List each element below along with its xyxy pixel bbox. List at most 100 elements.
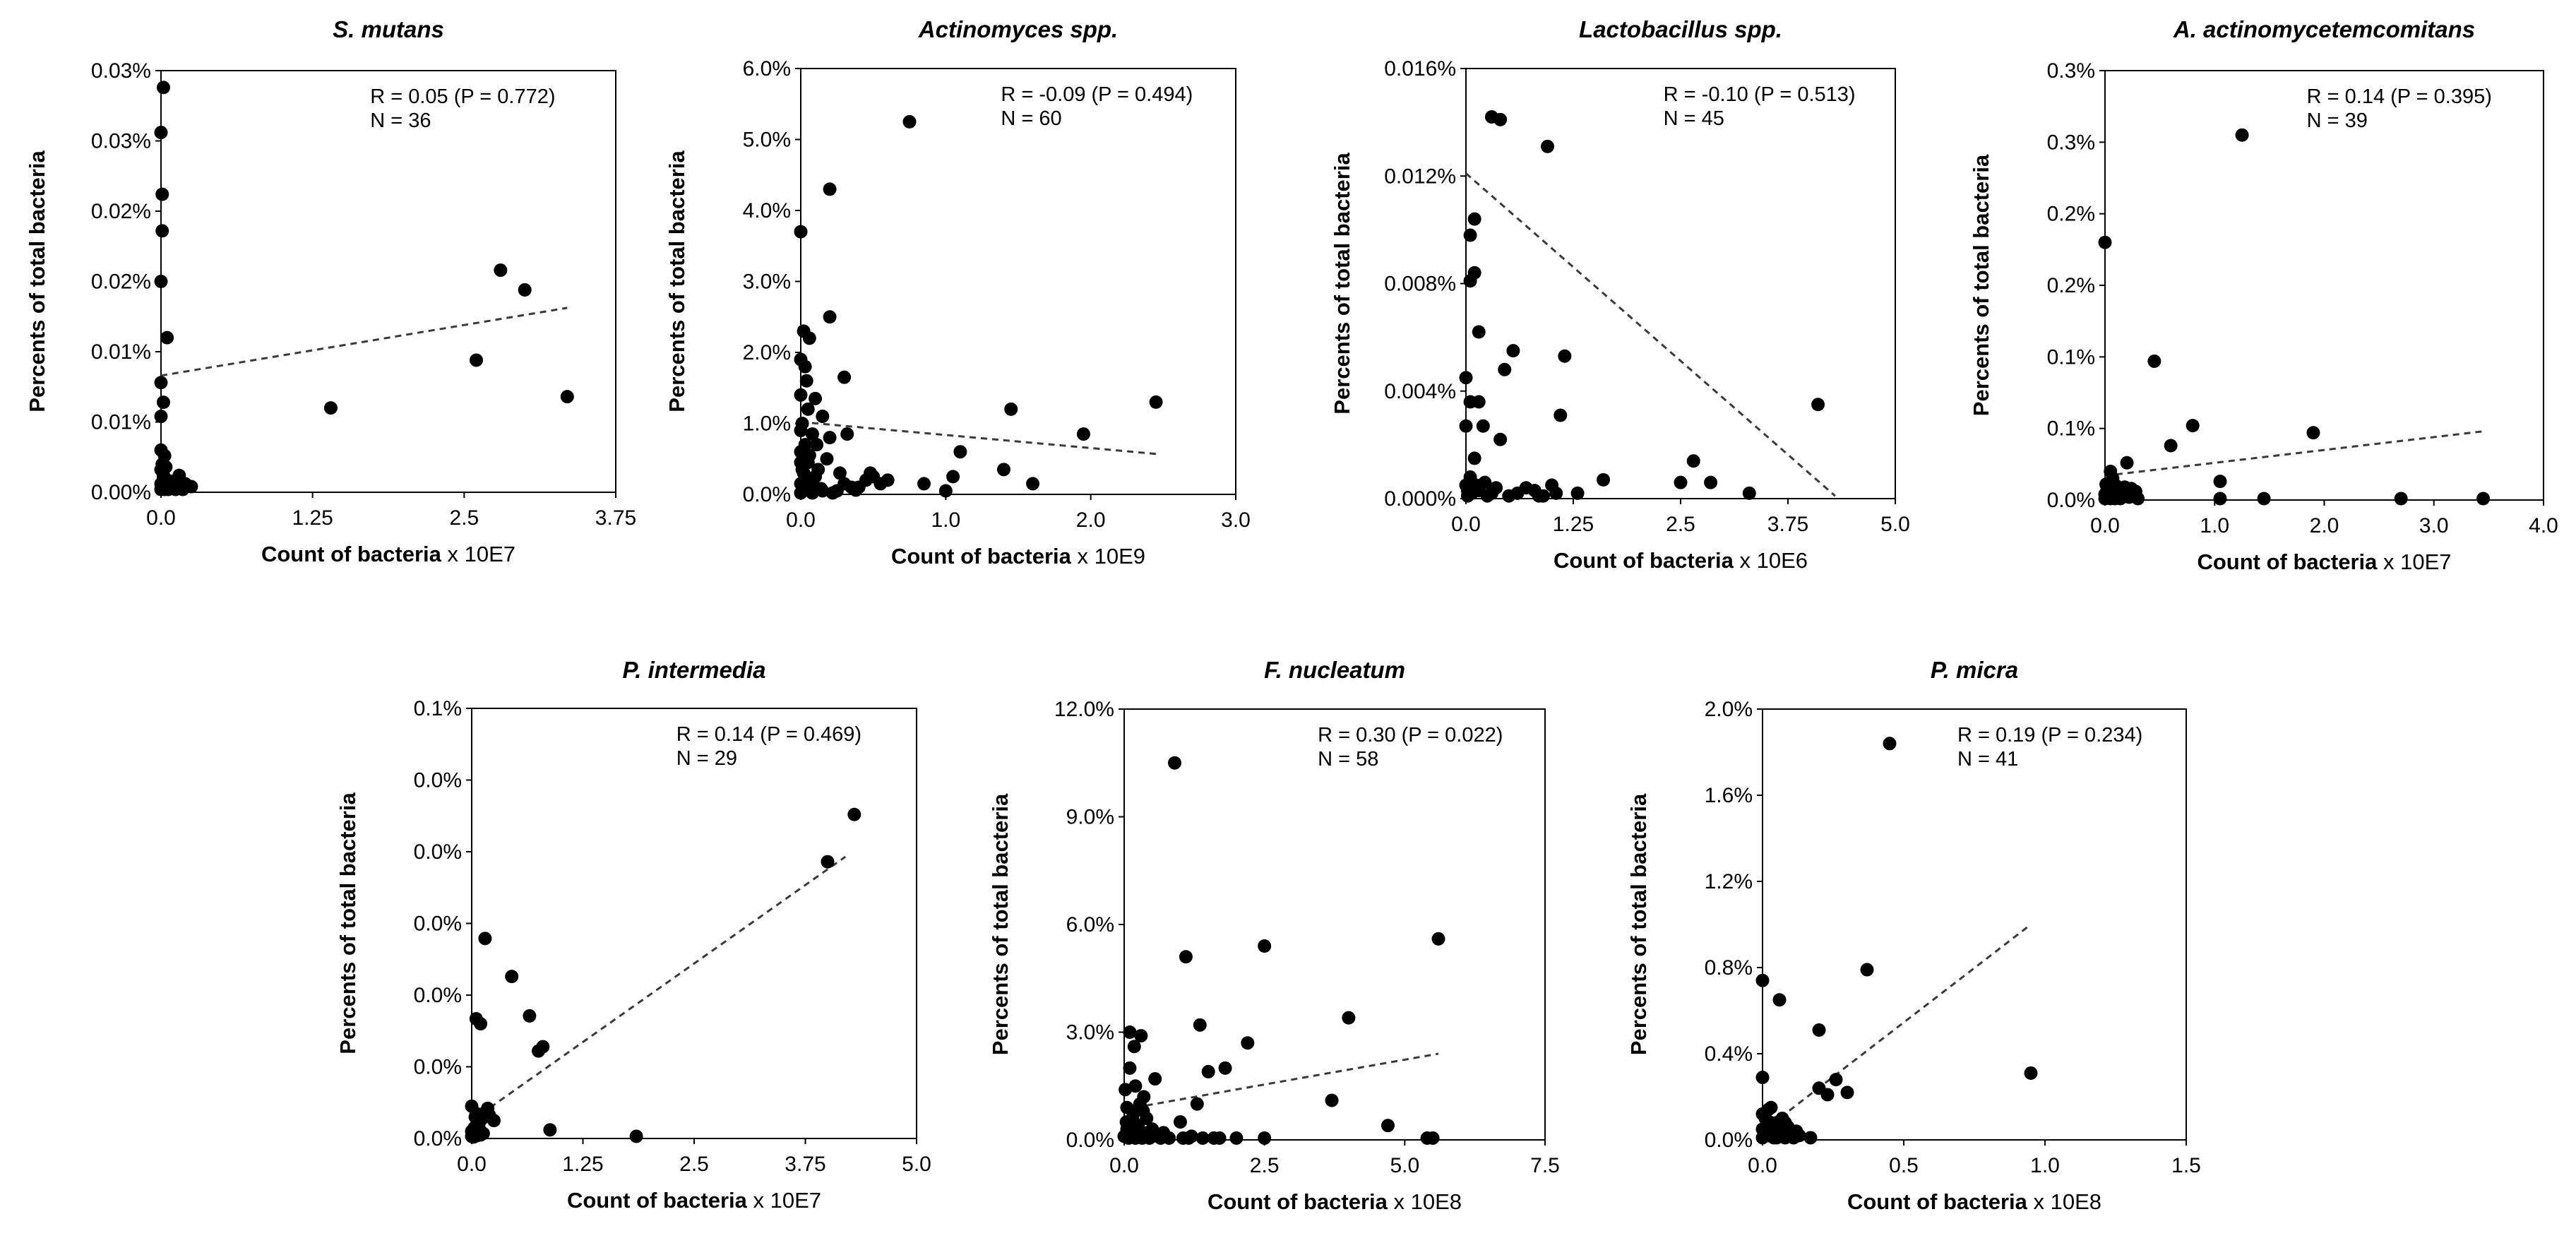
y-tick-label: 0.4% <box>1705 1042 1753 1066</box>
data-point <box>2394 492 2408 506</box>
data-point <box>1883 737 1897 751</box>
plot-frame <box>2104 70 2544 501</box>
y-tick-label: 0.01% <box>91 340 151 364</box>
data-point <box>1119 1115 1133 1129</box>
y-tick-label: 2.0% <box>743 341 791 364</box>
x-tick-label: 1.25 <box>1553 513 1594 536</box>
data-point <box>1493 432 1508 446</box>
chart-panel-6: F. nucleatum 0.0% 3.0% 6.0% 9.0% 12.0% 0.0 2.5 5… <box>988 657 1560 1214</box>
data-point <box>1241 1036 1255 1050</box>
data-point <box>474 1017 488 1031</box>
data-point <box>802 331 816 345</box>
y-tick-label: 0.3% <box>2047 59 2095 83</box>
correlation-stat: R = 0.14 (P = 0.469) <box>676 723 861 746</box>
data-point <box>1755 1071 1770 1085</box>
data-point <box>1764 1100 1778 1114</box>
data-point <box>1803 1131 1818 1145</box>
plot-frame <box>1123 708 1546 1141</box>
y-tick-label: 3.0% <box>743 270 791 294</box>
x-axis-label-text: Count of bacteria <box>2197 549 2378 574</box>
y-tick-label: 4.0% <box>743 199 791 222</box>
data-point <box>821 855 835 869</box>
x-axis-label: Count of bacteria x 10E7 <box>2197 549 2451 574</box>
data-point <box>1179 950 1193 964</box>
data-point <box>1570 486 1585 500</box>
data-point <box>1755 973 1770 987</box>
data-point <box>1498 362 1512 376</box>
trend-line <box>1465 172 1836 497</box>
data-point <box>1597 472 1611 487</box>
y-tick-label: 9.0% <box>1066 806 1114 829</box>
data-point <box>560 390 574 404</box>
sample-size: N = 45 <box>1664 107 1724 130</box>
data-point <box>794 486 808 500</box>
sample-size: N = 39 <box>2307 109 2368 132</box>
correlation-stat: R = 0.30 (P = 0.022) <box>1318 724 1503 747</box>
data-point <box>154 443 168 457</box>
y-axis-label: Percents of total bacteria <box>1969 154 1993 416</box>
data-point <box>825 486 840 500</box>
y-axis-label: Percents of total bacteria <box>25 150 49 412</box>
data-point <box>629 1129 643 1143</box>
data-point <box>1554 408 1568 422</box>
data-point <box>154 126 168 140</box>
x-axis-label: Count of bacteria x 10E6 <box>1554 548 1808 573</box>
data-point <box>1812 1023 1826 1037</box>
data-point <box>1459 371 1473 385</box>
data-point <box>1770 1126 1784 1141</box>
chart-panel-2: Actinomyces spp. 0.0% 1.0% 2.0% 3.0% 4.0% 5.0%… <box>664 16 1251 569</box>
x-axis-unit: x 10E6 <box>1734 548 1808 573</box>
x-axis-unit: x 10E8 <box>2027 1189 2101 1214</box>
x-tick-label: 3.0 <box>2419 514 2449 537</box>
data-point <box>1128 1079 1143 1093</box>
x-axis-label-text: Count of bacteria <box>891 544 1072 569</box>
data-point <box>811 463 825 477</box>
y-tick-label: 0.03% <box>91 59 151 83</box>
data-point <box>798 438 812 452</box>
x-axis-unit: x 10E8 <box>1388 1189 1462 1214</box>
trend-line <box>471 855 847 1122</box>
y-tick-label: 6.0% <box>1066 913 1114 936</box>
data-point <box>823 310 837 324</box>
x-axis-label-text: Count of bacteria <box>261 542 442 566</box>
data-point <box>2120 456 2134 470</box>
y-tick-label: 0.004% <box>1384 380 1456 403</box>
correlation-stat: R = -0.10 (P = 0.513) <box>1664 83 1856 106</box>
data-point <box>1218 1061 1232 1075</box>
data-point <box>1463 228 1477 242</box>
data-point <box>833 466 847 480</box>
x-tick-label: 3.75 <box>1767 513 1808 536</box>
x-tick-label: 7.5 <box>1530 1154 1560 1177</box>
data-point <box>1532 489 1546 503</box>
data-point <box>470 353 484 367</box>
y-tick-label: 0.0% <box>1066 1129 1114 1152</box>
data-point <box>478 932 492 946</box>
data-point <box>953 445 967 459</box>
data-point <box>2024 1066 2038 1080</box>
data-point <box>154 376 168 390</box>
x-tick-label: 0.5 <box>1889 1154 1919 1177</box>
data-point <box>1480 489 1494 503</box>
data-point <box>2124 482 2138 496</box>
plot-frame <box>800 68 1236 495</box>
x-tick-label: 2.0 <box>2310 514 2339 537</box>
y-tick-label: 0.0% <box>414 1127 462 1150</box>
y-axis-label: Percents of total bacteria <box>1626 793 1651 1055</box>
data-point <box>156 81 170 95</box>
data-point <box>794 388 808 402</box>
data-point <box>494 263 508 278</box>
x-axis-label: Count of bacteria x 10E9 <box>891 544 1145 569</box>
data-point <box>2099 490 2113 504</box>
data-point <box>1119 1083 1133 1097</box>
y-axis-label: Percents of total bacteria <box>335 792 360 1054</box>
x-tick-label: 0.0 <box>146 506 176 530</box>
y-tick-label: 0.016% <box>1384 57 1456 81</box>
y-tick-label: 0.01% <box>91 411 151 434</box>
y-tick-label: 0.1% <box>2047 345 2095 369</box>
x-tick-label: 5.0 <box>902 1153 931 1176</box>
data-point <box>505 970 519 984</box>
data-point <box>1506 344 1520 358</box>
data-point <box>154 410 168 424</box>
data-point <box>823 182 837 196</box>
data-point <box>1026 477 1040 491</box>
